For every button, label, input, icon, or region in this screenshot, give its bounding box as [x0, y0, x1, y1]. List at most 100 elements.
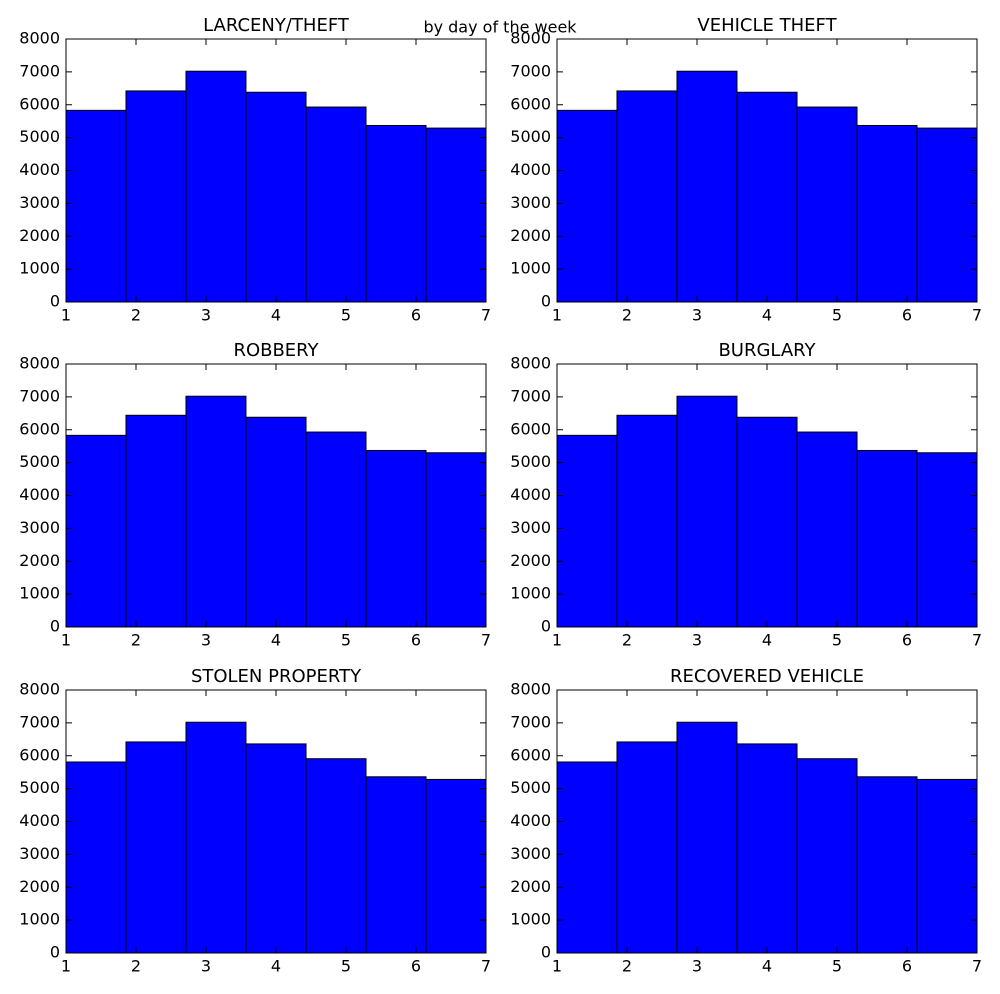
y-tick-label: 4000 [510, 811, 551, 830]
bar [676, 395, 738, 628]
x-tick-label: 3 [692, 631, 702, 650]
bar [916, 778, 978, 954]
bar [65, 434, 127, 628]
bar [796, 431, 858, 628]
panel-title: RECOVERED VEHICLE [670, 666, 864, 687]
y-tick-label: 6000 [19, 419, 60, 438]
x-tick-label: 1 [61, 957, 71, 976]
y-tick-label: 3000 [510, 518, 551, 537]
y-tick-label: 2000 [19, 877, 60, 896]
y-tick-label: 8000 [510, 29, 551, 48]
y-tick-label: 5000 [19, 127, 60, 146]
y-tick-label: 2000 [510, 551, 551, 570]
y-tick-label: 0 [541, 292, 551, 311]
bar [125, 90, 187, 303]
y-tick-label: 7000 [19, 61, 60, 80]
bar [616, 90, 678, 303]
x-tick-label: 2 [131, 957, 141, 976]
y-tick-label: 0 [541, 617, 551, 636]
bar [425, 127, 487, 303]
y-tick-label: 2000 [510, 877, 551, 896]
x-tick-label: 2 [131, 631, 141, 650]
y-tick-label: 1000 [19, 910, 60, 929]
x-tick-label: 2 [622, 306, 632, 325]
bar [365, 124, 427, 303]
y-tick-label: 7000 [19, 712, 60, 731]
x-tick-label: 6 [902, 957, 912, 976]
bar [125, 414, 187, 628]
y-tick-label: 2000 [510, 226, 551, 245]
bar [796, 758, 858, 954]
bar [425, 452, 487, 628]
y-tick-label: 6000 [510, 94, 551, 113]
bar [616, 741, 678, 954]
y-tick-label: 0 [50, 943, 60, 962]
bar [556, 434, 618, 628]
x-tick-label: 4 [271, 957, 281, 976]
bar [916, 127, 978, 303]
y-tick-label: 1000 [510, 584, 551, 603]
x-tick-label: 2 [622, 957, 632, 976]
y-tick-label: 5000 [19, 778, 60, 797]
y-tick-label: 5000 [510, 127, 551, 146]
y-tick-label: 3000 [510, 193, 551, 212]
y-tick-label: 3000 [19, 844, 60, 863]
bar [676, 721, 738, 954]
bar [556, 109, 618, 303]
x-tick-label: 4 [762, 306, 772, 325]
y-tick-label: 3000 [19, 518, 60, 537]
bar [616, 414, 678, 628]
bar [65, 109, 127, 303]
x-tick-label: 6 [411, 631, 421, 650]
bar [185, 721, 247, 954]
y-tick-label: 5000 [19, 452, 60, 471]
y-tick-label: 8000 [510, 354, 551, 373]
panel-title: LARCENY/THEFT [203, 15, 350, 36]
bar [916, 452, 978, 628]
bar [65, 761, 127, 954]
y-tick-label: 0 [50, 292, 60, 311]
bar [245, 91, 307, 303]
x-tick-label: 3 [201, 957, 211, 976]
y-tick-label: 7000 [19, 386, 60, 405]
y-tick-label: 6000 [19, 745, 60, 764]
y-tick-label: 2000 [19, 551, 60, 570]
x-tick-label: 3 [692, 306, 702, 325]
x-tick-label: 1 [552, 306, 562, 325]
x-tick-label: 4 [762, 957, 772, 976]
panel-title: STOLEN PROPERTY [191, 666, 362, 687]
bar [305, 106, 367, 303]
bar [185, 70, 247, 303]
x-tick-label: 5 [832, 957, 842, 976]
panel-title: ROBBERY [233, 340, 319, 361]
panel-title: BURGLARY [718, 340, 816, 361]
x-tick-label: 2 [622, 631, 632, 650]
y-tick-label: 7000 [510, 712, 551, 731]
y-tick-label: 3000 [510, 844, 551, 863]
bar [305, 431, 367, 628]
x-tick-label: 6 [411, 957, 421, 976]
x-tick-label: 1 [552, 957, 562, 976]
bar [365, 449, 427, 628]
y-tick-label: 4000 [510, 160, 551, 179]
bar [856, 449, 918, 628]
bar [556, 761, 618, 954]
x-tick-label: 6 [411, 306, 421, 325]
bar [676, 70, 738, 303]
y-tick-label: 8000 [19, 29, 60, 48]
x-tick-label: 1 [61, 631, 71, 650]
y-tick-label: 2000 [19, 226, 60, 245]
y-tick-label: 6000 [19, 94, 60, 113]
x-tick-label: 2 [131, 306, 141, 325]
x-tick-label: 7 [481, 631, 491, 650]
x-tick-label: 7 [972, 306, 982, 325]
y-tick-label: 4000 [19, 811, 60, 830]
bar [425, 778, 487, 954]
figure-title: by day of the week [423, 18, 577, 37]
x-tick-label: 5 [832, 306, 842, 325]
x-tick-label: 3 [201, 631, 211, 650]
y-tick-label: 1000 [19, 259, 60, 278]
x-tick-label: 3 [201, 306, 211, 325]
bar [245, 743, 307, 954]
